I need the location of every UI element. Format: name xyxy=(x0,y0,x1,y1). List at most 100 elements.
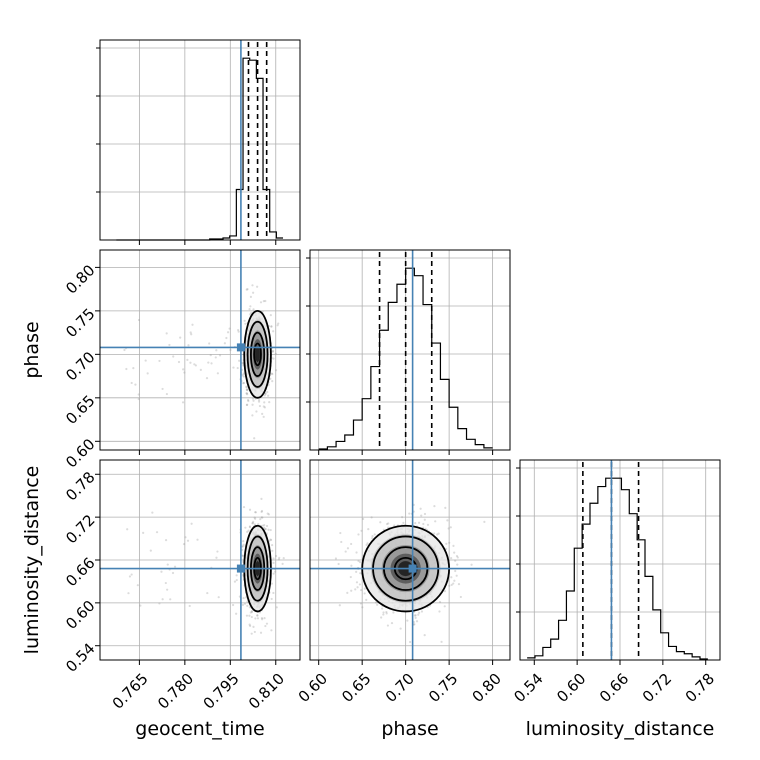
sample-point xyxy=(264,624,267,628)
sample-point xyxy=(387,522,390,525)
sample-point xyxy=(249,611,252,614)
sample-point xyxy=(470,563,473,566)
sample-point xyxy=(261,412,264,415)
sample-point xyxy=(413,614,416,617)
sample-point xyxy=(246,398,250,402)
sample-point xyxy=(172,355,175,358)
sample-point xyxy=(183,371,186,374)
sample-point xyxy=(433,505,436,508)
x-tick-label: 0.65 xyxy=(338,670,374,706)
scatter-panel-phase-luminosity_distance xyxy=(309,459,511,661)
sample-point xyxy=(437,532,440,535)
sample-point xyxy=(436,533,439,536)
sample-point xyxy=(242,505,246,509)
x-tick-label: 0.54 xyxy=(510,670,546,706)
sample-point xyxy=(385,610,388,614)
sample-point xyxy=(363,592,366,595)
sample-point xyxy=(250,609,254,613)
panel-frame xyxy=(99,39,301,241)
sample-point xyxy=(359,572,362,575)
contour-line xyxy=(250,331,266,377)
sample-point xyxy=(243,602,247,605)
sample-point xyxy=(415,620,419,623)
sample-point xyxy=(126,528,129,531)
sample-point xyxy=(241,554,244,557)
histogram-geocent_time xyxy=(116,57,284,241)
sample-point xyxy=(267,394,270,397)
sample-point xyxy=(263,617,266,620)
sample-point xyxy=(440,640,443,643)
sample-point xyxy=(274,369,278,372)
sample-point xyxy=(179,336,182,339)
sample-point xyxy=(263,523,266,527)
x-tick-label: 0.70 xyxy=(382,670,418,706)
sample-point xyxy=(272,357,275,360)
sample-point xyxy=(448,584,451,587)
sample-point xyxy=(136,584,139,587)
sample-point xyxy=(253,630,256,634)
sample-point xyxy=(365,598,368,601)
sample-point xyxy=(380,616,383,619)
sample-point xyxy=(456,556,459,559)
sample-point xyxy=(426,523,430,526)
sample-point xyxy=(235,578,238,582)
sample-point xyxy=(252,308,255,311)
sample-point xyxy=(164,539,168,542)
sample-point xyxy=(277,322,280,325)
sample-point xyxy=(255,410,258,413)
sample-point xyxy=(242,596,245,600)
sample-point xyxy=(274,352,277,355)
sample-point xyxy=(443,590,447,593)
sample-point xyxy=(443,605,446,608)
scatter-samples xyxy=(123,284,280,440)
sample-point xyxy=(207,361,210,364)
sample-point xyxy=(269,528,272,532)
sample-point xyxy=(386,624,390,627)
sample-point xyxy=(184,536,187,539)
sample-point xyxy=(357,559,360,563)
sample-point xyxy=(259,631,263,634)
sample-point xyxy=(263,526,266,529)
sample-point xyxy=(266,390,269,394)
sample-point xyxy=(194,364,197,367)
sample-point xyxy=(142,531,145,534)
sample-point xyxy=(260,509,264,513)
sample-point xyxy=(182,368,185,371)
sample-point xyxy=(379,521,382,524)
x-axis-label-phase: phase xyxy=(381,718,438,740)
sample-point xyxy=(165,392,168,396)
y-tick-label: 0.54 xyxy=(62,640,98,676)
sample-point xyxy=(338,604,341,607)
sample-point xyxy=(422,522,425,526)
sample-point xyxy=(241,361,244,365)
sample-point xyxy=(246,288,249,291)
sample-point xyxy=(423,634,426,637)
sample-point xyxy=(346,547,350,550)
sample-point xyxy=(251,284,254,287)
y-tick-label: 0.80 xyxy=(62,261,98,297)
scatter-panel-geocent_time-luminosity_distance xyxy=(99,459,301,661)
sample-point xyxy=(196,538,199,541)
sample-point xyxy=(206,591,209,595)
sample-point xyxy=(161,387,164,391)
sample-point xyxy=(249,624,252,627)
panel-frame xyxy=(309,249,511,451)
sample-point xyxy=(216,550,219,553)
sample-point xyxy=(271,543,274,547)
y-tick-label: 0.60 xyxy=(62,597,98,633)
sample-point xyxy=(249,313,252,316)
sample-point xyxy=(155,531,159,534)
truth-marker xyxy=(408,564,417,573)
sample-point xyxy=(223,342,226,345)
sample-point xyxy=(144,359,147,362)
sample-point xyxy=(261,524,264,527)
sample-point xyxy=(382,613,385,616)
sample-point xyxy=(252,625,255,628)
sample-point xyxy=(177,360,181,364)
sample-point xyxy=(237,328,240,332)
sample-point xyxy=(264,527,267,531)
sample-point xyxy=(243,319,246,322)
sample-point xyxy=(225,336,228,340)
sample-point xyxy=(450,576,453,579)
sample-point xyxy=(270,582,273,585)
